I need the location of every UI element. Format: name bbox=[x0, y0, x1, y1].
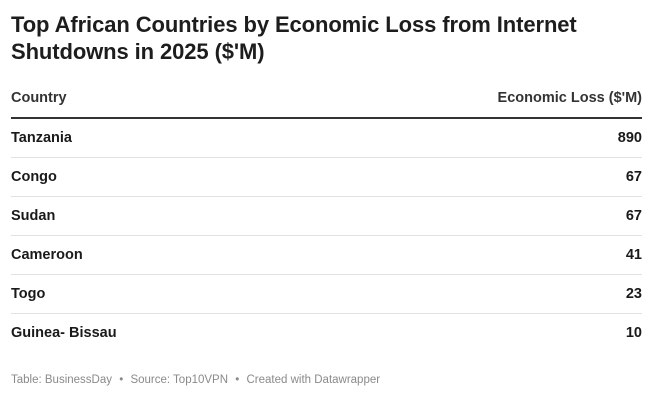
created-with-credit: Created with Datawrapper bbox=[246, 374, 381, 386]
table-row: Guinea- Bissau 10 bbox=[11, 314, 642, 353]
table-row: Sudan 67 bbox=[11, 196, 642, 236]
table-row: Cameroon 41 bbox=[11, 235, 642, 275]
table-row: Congo 67 bbox=[11, 157, 642, 197]
table-header-row: Country Economic Loss ($'M) bbox=[11, 89, 642, 119]
table-row: Togo 23 bbox=[11, 274, 642, 314]
economic-loss-cell: 67 bbox=[277, 157, 642, 197]
chart-title: Top African Countries by Economic Loss f… bbox=[11, 12, 577, 64]
economic-loss-cell: 890 bbox=[277, 118, 642, 158]
economic-loss-cell: 23 bbox=[277, 274, 642, 314]
column-header-economic-loss: Economic Loss ($'M) bbox=[277, 89, 642, 119]
source-credit: Source: Top10VPN bbox=[130, 374, 229, 386]
economic-loss-cell: 41 bbox=[277, 235, 642, 275]
country-cell: Togo bbox=[11, 274, 278, 314]
table-credit: Table: BusinessDay bbox=[11, 374, 112, 386]
country-cell: Congo bbox=[11, 157, 278, 197]
country-cell: Guinea- Bissau bbox=[11, 325, 117, 341]
footer-separator: • bbox=[119, 374, 124, 386]
country-cell: Tanzania bbox=[11, 118, 278, 158]
country-cell: Cameroon bbox=[11, 235, 278, 275]
table-body: Tanzania 890 Congo 67 Sudan 67 Cameroon … bbox=[11, 118, 642, 352]
footer-separator: • bbox=[235, 374, 240, 386]
country-cell: Sudan bbox=[11, 196, 278, 236]
table-row: Tanzania 890 bbox=[11, 118, 642, 158]
economic-loss-cell: 67 bbox=[277, 196, 642, 236]
column-header-country: Country bbox=[11, 89, 278, 119]
economic-loss-cell: 10 bbox=[625, 325, 642, 341]
data-table: Country Economic Loss ($'M) Tanzania 890… bbox=[11, 89, 642, 352]
chart-footer: Table: BusinessDay • Source: Top10VPN • … bbox=[11, 374, 380, 386]
